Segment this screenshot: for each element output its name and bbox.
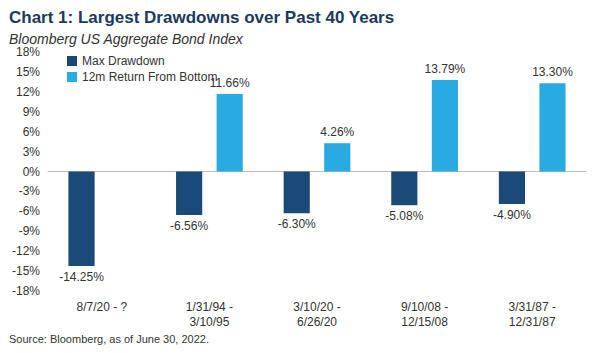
svg-text:-6.30%: -6.30% [278, 217, 316, 231]
svg-text:3/10/95: 3/10/95 [189, 315, 229, 329]
svg-text:-4.90%: -4.90% [493, 208, 531, 222]
svg-text:4.26%: 4.26% [320, 125, 354, 139]
svg-text:-5.08%: -5.08% [385, 209, 423, 223]
svg-text:12/31/87: 12/31/87 [509, 315, 556, 329]
svg-text:0%: 0% [23, 165, 41, 179]
svg-text:Bloomberg US Aggregate Bond In: Bloomberg US Aggregate Bond Index [9, 31, 244, 47]
svg-text:13.30%: 13.30% [532, 65, 573, 79]
svg-text:6/26/20: 6/26/20 [297, 315, 337, 329]
svg-text:Max Drawdown: Max Drawdown [82, 54, 165, 68]
svg-text:12/15/08: 12/15/08 [401, 315, 448, 329]
svg-text:8/7/20 - ?: 8/7/20 - ? [76, 300, 127, 314]
svg-text:9%: 9% [23, 105, 41, 119]
svg-text:-6.56%: -6.56% [170, 219, 208, 233]
svg-text:18%: 18% [16, 45, 40, 59]
svg-text:3/10/20 -: 3/10/20 - [293, 300, 340, 314]
svg-text:12%: 12% [16, 85, 40, 99]
svg-text:-6%: -6% [19, 204, 41, 218]
svg-text:-18%: -18% [12, 284, 40, 298]
svg-text:1/31/94 -: 1/31/94 - [186, 300, 233, 314]
svg-text:Chart 1: Largest Drawdowns ove: Chart 1: Largest Drawdowns over Past 40 … [9, 8, 394, 27]
svg-text:-9%: -9% [19, 224, 41, 238]
svg-text:-15%: -15% [12, 264, 40, 278]
svg-text:9/10/08 -: 9/10/08 - [401, 300, 448, 314]
svg-text:-3%: -3% [19, 184, 41, 198]
svg-text:3%: 3% [23, 145, 41, 159]
svg-text:Source: Bloomberg, as of June: Source: Bloomberg, as of June 30, 2022. [9, 333, 209, 345]
svg-text:6%: 6% [23, 125, 41, 139]
svg-text:3/31/87 -: 3/31/87 - [509, 300, 556, 314]
svg-text:12m Return From Bottom: 12m Return From Bottom [82, 70, 217, 84]
svg-text:-14.25%: -14.25% [59, 270, 104, 284]
svg-text:13.79%: 13.79% [425, 62, 466, 76]
svg-text:15%: 15% [16, 65, 40, 79]
svg-text:-12%: -12% [12, 244, 40, 258]
svg-text:11.66%: 11.66% [209, 76, 250, 91]
